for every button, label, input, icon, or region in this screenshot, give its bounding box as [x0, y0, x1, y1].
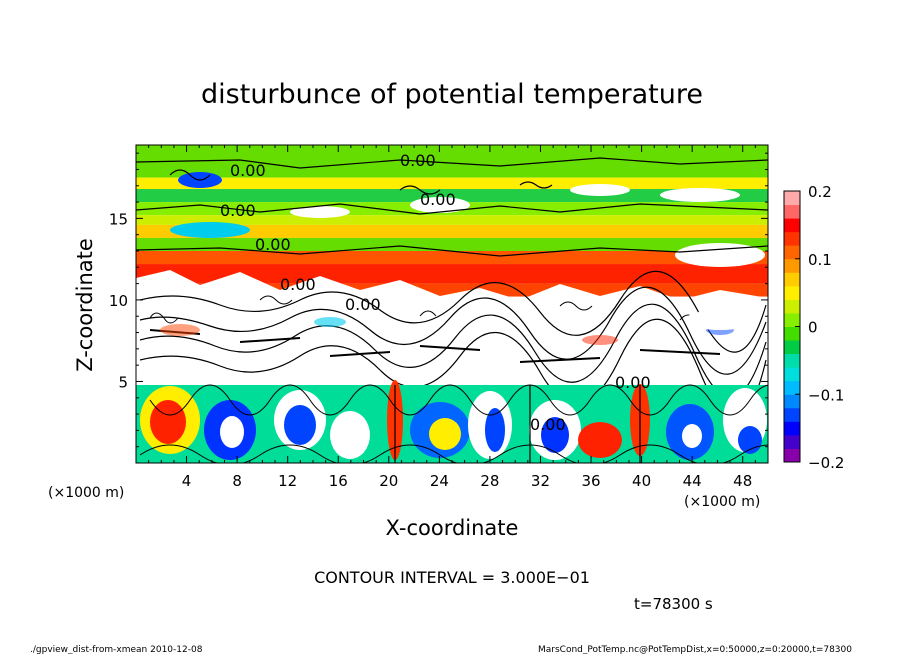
x-tick-label: 24 — [430, 472, 449, 490]
field-band — [136, 251, 768, 265]
colorbar-swatch — [784, 434, 800, 449]
colorbar-tick-label: −0.1 — [808, 386, 844, 404]
field-band — [136, 177, 768, 190]
colorbar-tick-label: −0.2 — [808, 454, 844, 472]
field-band — [136, 145, 768, 178]
contour-labels: 0.00 0.00 0.00 0.00 0.00 0.00 0.00 0.00 0.00 — [220, 151, 651, 434]
x-tick-label: 4 — [182, 472, 192, 490]
x-tick-label: 40 — [632, 472, 651, 490]
y-axis-label: Z-coordinate — [73, 238, 97, 372]
colorbar-ticks: 0.2 0.1 0 −0.1 −0.2 — [795, 183, 844, 472]
colorbar-swatch — [784, 421, 800, 436]
colorbar-swatch — [784, 245, 800, 260]
x-tick-label: 16 — [329, 472, 348, 490]
y-axis: 5 10 15 — [109, 152, 768, 448]
chart-title: disturbunce of potential temperature — [201, 79, 703, 110]
x-unit-left: (×1000 m) — [48, 485, 124, 501]
colorbar-swatch — [784, 218, 800, 233]
y-tick-label: 5 — [118, 373, 128, 391]
contour-label: 0.00 — [530, 415, 566, 434]
x-tick-label: 36 — [581, 472, 600, 490]
colorbar-swatch — [784, 340, 800, 355]
colorbar-swatch — [784, 394, 800, 409]
contour-interval: CONTOUR INTERVAL = 3.000E−01 — [314, 568, 590, 587]
colorbar-tick-label: 0.1 — [808, 251, 832, 269]
plot-area: 0.00 0.00 0.00 0.00 0.00 0.00 0.00 0.00 0.00 — [135, 144, 769, 464]
x-tick-label: 12 — [278, 472, 297, 490]
footer-right: MarsCond_PotTemp.nc@PotTempDist,x=0:5000… — [538, 645, 852, 654]
colorbar-swatch — [784, 353, 800, 368]
x-axis: 4 8 12 16 20 24 28 32 36 40 44 48 — [148, 145, 756, 490]
x-unit-right: (×1000 m) — [684, 494, 760, 510]
field-band — [136, 237, 768, 251]
colorbar-swatch — [784, 407, 800, 422]
colorbar-tick-label: 0 — [808, 319, 818, 337]
colorbar-tick-label: 0.2 — [808, 183, 832, 201]
contour-label: 0.00 — [420, 190, 456, 209]
contour-label: 0.00 — [255, 235, 291, 254]
x-tick-label: 48 — [733, 472, 752, 490]
x-tick-label: 20 — [379, 472, 398, 490]
field-bands — [136, 145, 768, 304]
colorbar-swatch — [784, 299, 800, 314]
colorbar-swatch — [784, 448, 800, 463]
field-band — [136, 215, 768, 225]
x-tick-label: 32 — [531, 472, 550, 490]
upper-contours — [136, 157, 768, 257]
contour-label: 0.00 — [615, 373, 651, 392]
colorbar-swatch — [784, 191, 800, 206]
colorbar-swatch — [784, 204, 800, 219]
contour-label: 0.00 — [230, 161, 266, 180]
time-label: t=78300 s — [634, 595, 713, 613]
colorbar-swatch — [784, 285, 800, 300]
contour-label: 0.00 — [280, 275, 316, 294]
field-band — [136, 224, 768, 238]
colorbar-swatch — [784, 367, 800, 382]
x-tick-label: 8 — [232, 472, 242, 490]
convective-layer — [136, 380, 768, 463]
y-tick-label: 10 — [109, 292, 128, 310]
colorbar-swatch — [784, 380, 800, 395]
colorbar-swatch — [784, 312, 800, 327]
colorbar-swatch — [784, 326, 800, 341]
field-band — [136, 264, 768, 284]
x-tick-label: 28 — [480, 472, 499, 490]
mixed-layer — [136, 270, 768, 419]
colorbar-swatch — [784, 258, 800, 273]
colorbar-swatch — [784, 272, 800, 287]
x-axis-label: X-coordinate — [386, 516, 519, 540]
contour-label: 0.00 — [400, 151, 436, 170]
colorbar-swatch — [784, 231, 800, 246]
contour-label: 0.00 — [345, 295, 381, 314]
contour-label: 0.00 — [220, 201, 256, 220]
x-tick-label: 44 — [683, 472, 702, 490]
y-tick-label: 15 — [109, 210, 128, 228]
footer-left: ./gpview_dist-from-xmean 2010-12-08 — [30, 645, 203, 654]
